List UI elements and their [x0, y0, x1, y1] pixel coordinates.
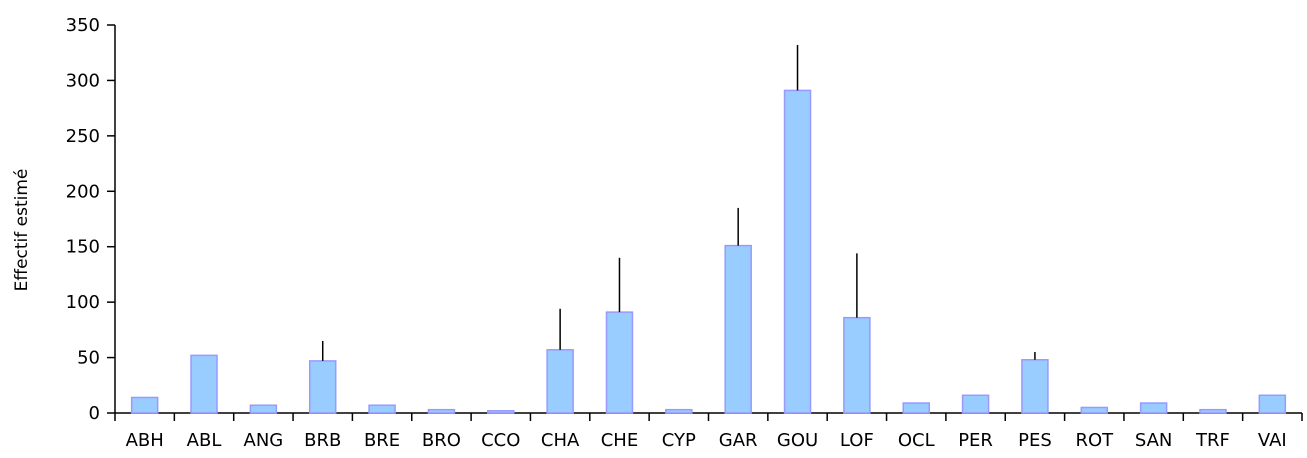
bar-rot: [1080, 406, 1109, 414]
y-axis-title: Effectif estimé: [12, 169, 32, 292]
x-tick-label: GAR: [719, 430, 758, 451]
x-tick-label: LOF: [840, 430, 874, 451]
bars: [130, 89, 1287, 414]
x-tick-label: ABH: [126, 430, 164, 451]
bar-gou: [783, 89, 812, 414]
bar-abh: [130, 396, 159, 414]
bar-lof: [843, 316, 871, 414]
bar-abl: [190, 354, 218, 414]
bar-vai: [1258, 394, 1287, 414]
bar-pes: [1021, 359, 1049, 414]
x-tick-label: PES: [1018, 430, 1052, 451]
bar-bre: [368, 404, 396, 414]
y-tick-label: 100: [66, 292, 100, 313]
x-tick-label: CHE: [601, 430, 638, 451]
bar-gar: [724, 244, 752, 414]
x-tick-label: PER: [958, 430, 993, 451]
y-tick-label: 150: [66, 237, 100, 258]
x-tick-labels: ABH ABL ANG BRB BRE BRO CCO CHA CHE CYP GAR GOU LOF O…: [126, 430, 1287, 451]
y-tick-label: 350: [66, 15, 100, 36]
x-tick-label: TRF: [1195, 430, 1230, 451]
x-tick-label: OCL: [898, 430, 935, 451]
y-tick-label: 250: [66, 126, 100, 147]
y-tick-label: 200: [66, 181, 100, 202]
error-bars: [321, 44, 1036, 361]
y-tick-label: 0: [89, 403, 100, 424]
bar-cyp: [665, 408, 693, 414]
y-tick-label: 300: [66, 70, 100, 91]
bar-per: [961, 394, 990, 414]
x-tick-label: BRB: [304, 430, 341, 451]
x-tick-label: GOU: [777, 430, 818, 451]
bar-san: [1139, 402, 1168, 414]
bar-cha: [546, 349, 574, 414]
bar-brb: [308, 360, 337, 414]
bar-che: [605, 311, 634, 414]
x-tick-label: BRO: [422, 430, 461, 451]
x-tick-label: ROT: [1075, 430, 1114, 451]
x-tick-label: SAN: [1135, 430, 1173, 451]
x-tick-label: CHA: [541, 430, 580, 451]
axes: [107, 24, 1303, 421]
bar-ang: [249, 404, 278, 414]
x-tick-label: CYP: [662, 430, 696, 451]
x-tick-label: VAI: [1258, 430, 1287, 451]
x-tick-label: BRE: [364, 430, 400, 451]
bar-bro: [427, 408, 456, 414]
x-tick-label: ANG: [244, 430, 284, 451]
x-tick-label: ABL: [187, 430, 222, 451]
bar-trf: [1199, 408, 1227, 414]
y-tick-labels: 0 50 100 150 200 250 300 350: [66, 15, 100, 424]
bar-cco: [487, 410, 515, 414]
x-tick-label: CCO: [481, 430, 520, 451]
bar-ocl: [902, 402, 930, 414]
y-tick-label: 50: [77, 348, 100, 369]
